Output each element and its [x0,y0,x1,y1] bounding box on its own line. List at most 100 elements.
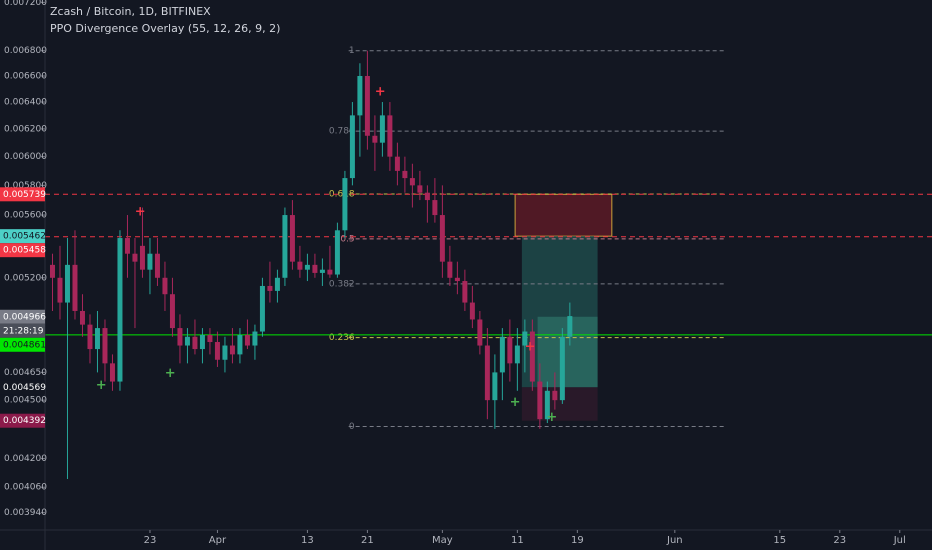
candle-body [72,264,78,311]
candle-body [274,277,280,291]
candle-body [169,294,175,329]
countdown: 21:28:19 [3,326,44,336]
y-tick-label: 0.004060 [4,483,47,493]
candle-body [409,178,415,186]
candle-body [559,336,565,401]
x-tick-label: Jul [893,535,906,546]
fib-label: 0.786 [329,127,355,137]
price-label-bg [0,380,45,395]
candle-body [327,269,333,275]
y-tick-label: 0.005200 [4,273,47,283]
candle-body [552,390,558,401]
candle-body [537,381,543,420]
candle-body [199,335,205,350]
price-label: 0.005462 [3,232,46,242]
candle-body [522,331,528,346]
candle-body [207,335,213,343]
y-tick-label: 0.005600 [4,211,47,221]
candle-body [297,261,303,270]
chart-title: Zcash / Bitcoin, 1D, BITFINEX [50,5,211,18]
y-tick-label: 0.004650 [4,368,47,378]
signal-marker: + [375,85,386,100]
candle-body [484,345,490,401]
price-label: 0.004392 [3,416,46,426]
candle-body [289,215,295,262]
candle-body [57,277,63,303]
fib-label: 0.5 [340,234,354,244]
candle-body [267,285,273,291]
signal-marker: + [96,378,107,393]
price-label: 0.004569 [3,383,46,393]
price-label: 0.005739 [3,190,46,200]
candle-body [402,170,408,179]
y-tick-label: 0.004200 [4,454,47,464]
candle-body [102,328,108,364]
time-axis [0,530,932,550]
candle-body [492,372,498,401]
price-axis [0,0,45,550]
price-label: 0.004861 [3,340,46,350]
y-tick-label: 0.007200 [4,0,47,8]
candle-body [154,253,160,278]
y-tick-label: 0.006000 [4,152,47,162]
x-tick-label: 13 [301,535,314,546]
candle-body [87,324,93,350]
candle-body [237,335,243,355]
candle-body [117,238,123,382]
signal-marker: + [510,395,521,410]
candle-body [259,285,265,332]
x-tick-label: May [432,535,453,546]
candle-body [364,75,370,136]
price-label-bg [0,187,45,202]
candle-body [214,342,220,360]
candle-body [79,310,85,325]
candle-body [372,135,378,143]
price-label: 0.005458 [3,246,46,256]
y-tick-label: 0.004500 [4,396,47,406]
candle-body [229,345,235,355]
countdown-bg [0,323,45,338]
candle-body [439,215,445,262]
candle-body [64,264,70,303]
candle-body [529,331,535,382]
candle-body [252,331,258,346]
candle-body [462,281,468,303]
plot-area: 1 0.786 0.618 0.5 0.382 0.236 0 + + + + + + + [45,46,932,479]
x-tick-label: 19 [571,535,584,546]
signal-marker: + [165,366,176,381]
candle-body [132,253,138,262]
x-tick-label: 11 [511,535,524,546]
candle-body [424,192,430,201]
candle-body [387,115,393,157]
candle-body [312,264,318,273]
y-tick-label: 0.005800 [4,181,47,191]
candle-body [334,230,340,275]
fib-label: 0.618 [329,190,355,200]
x-tick-label: 23 [144,535,157,546]
x-tick-label: Apr [209,535,227,546]
x-tick-label: 21 [361,535,374,546]
y-tick-label: 0.006400 [4,98,47,108]
y-tick-label: 0.006600 [4,71,47,81]
candle-body [357,75,363,116]
position-box [521,387,598,421]
candle-body [139,245,145,270]
candle-body [454,277,460,282]
candle-body [514,345,520,364]
candle-body [379,115,385,143]
candle-body [184,336,190,346]
y-tick-label: 0.003940 [4,508,47,518]
fib-label: 1 [349,46,355,56]
y-tick-label: 0.006200 [4,124,47,134]
chart-subtitle: PPO Divergence Overlay (55, 12, 26, 9, 2… [50,22,280,35]
candle-body [544,390,550,420]
price-label-bg [0,337,45,352]
fib-label: 0 [349,422,355,432]
candle-body [304,264,310,270]
candle-body [94,328,100,350]
price-label-bg [0,229,45,244]
candle-body [177,328,183,346]
